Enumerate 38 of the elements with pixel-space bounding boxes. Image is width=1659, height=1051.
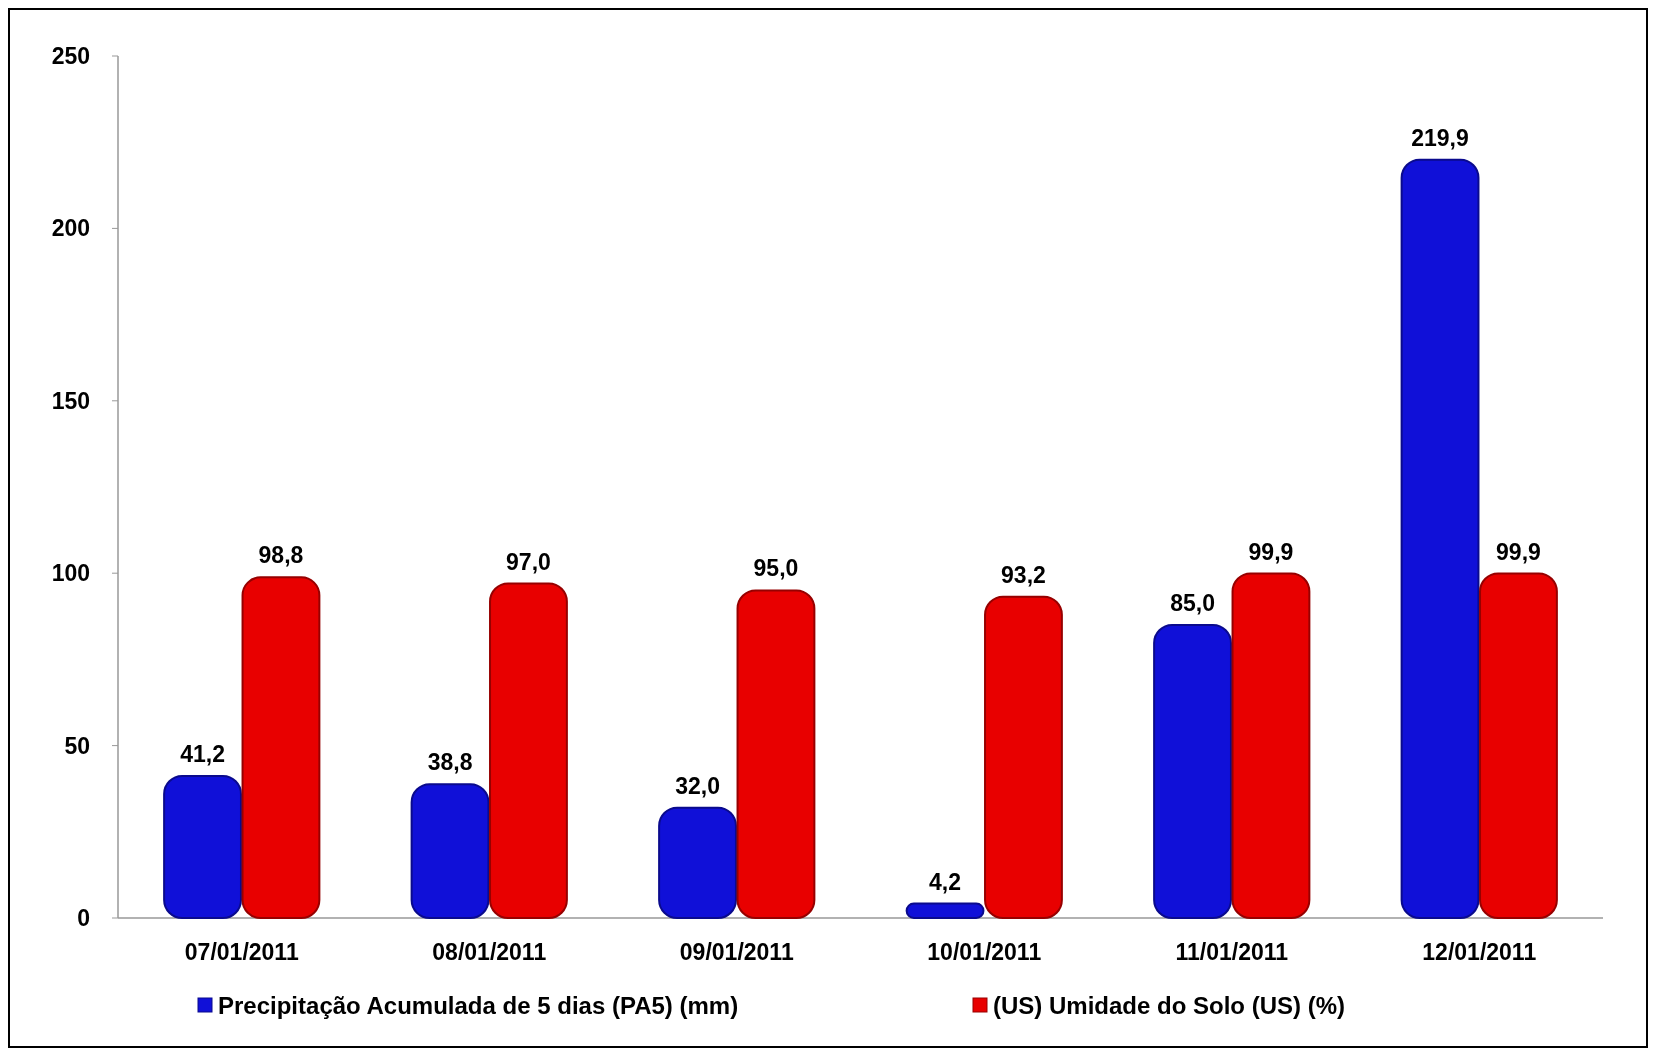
- x-tick-label: 12/01/2011: [1422, 939, 1537, 965]
- y-tick-label: 200: [51, 215, 90, 242]
- y-tick-label: 150: [51, 387, 90, 414]
- data-label: 4,2: [929, 868, 962, 895]
- bar: [489, 582, 568, 919]
- bar: [1479, 572, 1558, 919]
- data-label: 219,9: [1411, 124, 1469, 151]
- data-label: 98,8: [258, 542, 304, 569]
- bar: [163, 774, 242, 919]
- y-tick-label: 250: [51, 43, 90, 70]
- bar: [1153, 623, 1232, 919]
- bar: [410, 783, 490, 919]
- legend-label: (US) Umidade do Solo (US) (%): [993, 992, 1345, 1020]
- data-label: 41,2: [180, 740, 225, 767]
- data-label: 38,8: [427, 749, 473, 776]
- x-tick-label: 07/01/2011: [184, 939, 299, 965]
- data-label: 97,0: [506, 548, 551, 575]
- y-tick-label: 50: [64, 732, 90, 759]
- bar: [736, 589, 816, 919]
- data-label: 93,2: [1001, 561, 1046, 588]
- bar: [984, 595, 1063, 919]
- x-tick-label: 09/01/2011: [679, 939, 794, 965]
- data-label: 95,0: [753, 555, 799, 582]
- x-tick-label: 08/01/2011: [432, 939, 547, 965]
- bar: [658, 806, 737, 919]
- data-label: 85,0: [1170, 589, 1215, 616]
- legend-label: Precipitação Acumulada de 5 dias (PA5) (mm): [218, 992, 739, 1020]
- y-tick-label: 100: [51, 560, 90, 587]
- data-label: 99,9: [1496, 538, 1541, 565]
- bar: [905, 902, 985, 919]
- data-label: 99,9: [1248, 538, 1294, 565]
- bar: [241, 576, 321, 919]
- bar: [1231, 572, 1311, 919]
- x-tick-label: 11/01/2011: [1175, 939, 1289, 965]
- x-tick-label: 10/01/2011: [927, 939, 1042, 965]
- data-label: 32,0: [675, 772, 720, 799]
- bar: [1400, 158, 1480, 919]
- y-tick-label: 0: [77, 905, 90, 932]
